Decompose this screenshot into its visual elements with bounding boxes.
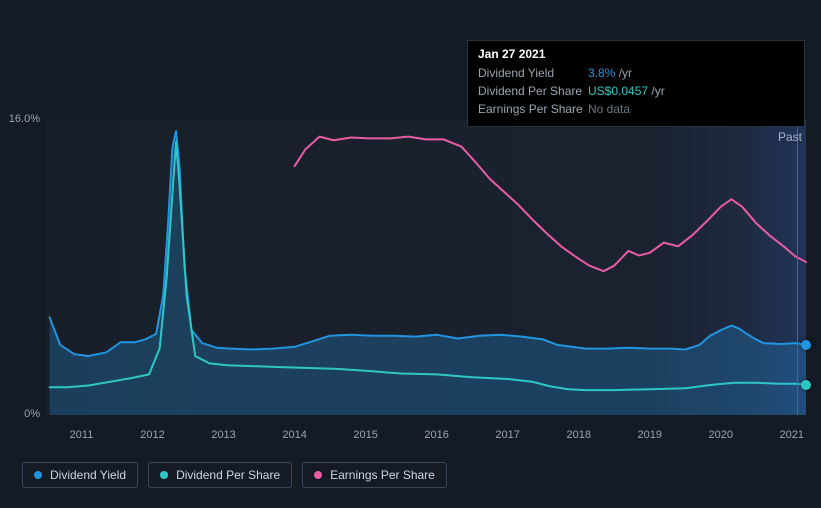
x-axis-tick: 2015 [353, 429, 377, 441]
tooltip-value: No data [588, 102, 794, 116]
x-axis-tick: 2017 [495, 429, 519, 441]
dividend_yield-end-dot [801, 340, 811, 350]
legend-item-earnings_per_share[interactable]: Earnings Per Share [302, 462, 447, 488]
chart-tooltip: Jan 27 2021 Dividend Yield 3.8% /yr Divi… [467, 40, 805, 127]
x-axis-tick: 2013 [211, 429, 235, 441]
tooltip-value: US$0.0457 /yr [588, 84, 794, 98]
tooltip-date: Jan 27 2021 [478, 47, 794, 61]
chart-legend: Dividend Yield Dividend Per Share Earnings… [22, 462, 447, 488]
x-axis-tick: 2018 [566, 429, 590, 441]
legend-item-dividend_per_share[interactable]: Dividend Per Share [148, 462, 292, 488]
earnings_per_share-line [295, 137, 806, 272]
tooltip-label: Dividend Per Share [478, 84, 588, 98]
legend-item-dividend_yield[interactable]: Dividend Yield [22, 462, 138, 488]
x-axis-tick: 2020 [709, 429, 733, 441]
y-axis-tick: 0% [0, 408, 40, 420]
legend-label: Dividend Yield [50, 468, 126, 482]
legend-dot-icon [314, 471, 322, 479]
y-axis-tick: 16.0% [0, 113, 40, 125]
chart-svg [46, 120, 806, 415]
tooltip-row: Dividend Per Share US$0.0457 /yr [478, 82, 794, 100]
x-axis-tick: 2012 [140, 429, 164, 441]
dividend_per_share-end-dot [801, 380, 811, 390]
x-axis-tick: 2019 [637, 429, 661, 441]
past-label: Past [778, 130, 802, 144]
tooltip-value: 3.8% /yr [588, 66, 794, 80]
legend-label: Earnings Per Share [330, 468, 435, 482]
tooltip-label: Earnings Per Share [478, 102, 588, 116]
x-axis-tick: 2021 [780, 429, 804, 441]
tooltip-row: Dividend Yield 3.8% /yr [478, 64, 794, 82]
chart-cursor-line [797, 120, 798, 415]
tooltip-label: Dividend Yield [478, 66, 588, 80]
legend-dot-icon [34, 471, 42, 479]
legend-label: Dividend Per Share [176, 468, 280, 482]
legend-dot-icon [160, 471, 168, 479]
dividend_yield-area [50, 131, 806, 415]
x-axis-tick: 2016 [424, 429, 448, 441]
tooltip-row: Earnings Per Share No data [478, 100, 794, 118]
chart-plot-area[interactable] [46, 120, 806, 415]
x-axis-tick: 2011 [70, 429, 94, 441]
x-axis-tick: 2014 [282, 429, 306, 441]
